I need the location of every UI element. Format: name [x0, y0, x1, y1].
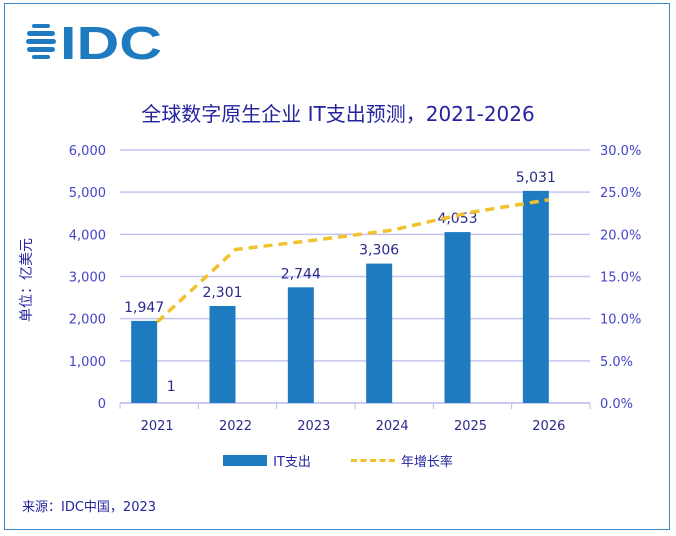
y-left-tick: 1,000	[69, 355, 106, 370]
y-left-tick: 6,000	[69, 144, 106, 159]
chart-title: 全球数字原生企业 IT支出预测，2021-2026	[141, 102, 535, 126]
x-tick-label: 2023	[297, 419, 330, 434]
y-right-tick: 5.0%	[600, 355, 633, 370]
bar	[209, 305, 236, 403]
legend-swatch-bar	[223, 455, 268, 466]
legend-label: IT支出	[273, 455, 311, 470]
bar-data-label: 3,306	[359, 243, 399, 259]
bar-data-label: 2,301	[202, 285, 242, 301]
source-note: 来源：IDC中国，2023	[22, 500, 157, 515]
growth-line	[155, 198, 550, 324]
svg-text:IDC: IDC	[60, 22, 162, 64]
bar	[287, 287, 314, 403]
y-right-tick: 30.0%	[600, 144, 641, 159]
chart-frame	[4, 3, 670, 530]
legend-swatch-line	[350, 459, 395, 462]
legend-label: 年增长率	[400, 455, 453, 470]
bar	[366, 263, 393, 403]
bar-data-label: 4,053	[437, 211, 477, 227]
bar	[131, 320, 158, 403]
legend-item-line: 年增长率	[350, 451, 453, 470]
y-right-tick: 15.0%	[600, 271, 641, 286]
y-left-tick: 2,000	[69, 313, 106, 328]
bar-data-label: 5,031	[516, 170, 556, 186]
extra-data-label: 1	[167, 379, 176, 395]
legend-item-bar: IT支出	[223, 451, 311, 470]
x-tick-label: 2024	[376, 419, 409, 434]
y-right-tick: 25.0%	[600, 186, 641, 201]
x-tick-label: 2021	[141, 419, 174, 434]
bar-data-label: 2,744	[281, 266, 321, 282]
y-right-tick: 20.0%	[600, 228, 641, 243]
bar	[444, 232, 471, 403]
y-left-tick: 3,000	[69, 271, 106, 286]
x-tick-label: 2025	[454, 419, 487, 434]
x-tick-label: 2026	[532, 419, 565, 434]
bar	[522, 190, 549, 403]
y-left-tick: 0	[98, 397, 106, 412]
idc-logo: IDC	[26, 17, 166, 69]
x-tick-label: 2022	[219, 419, 252, 434]
bar-data-label: 1,947	[124, 300, 164, 316]
legend: IT支出 年增长率	[0, 451, 676, 470]
y-left-tick: 5,000	[69, 186, 106, 201]
y-left-tick: 4,000	[69, 228, 106, 243]
y-right-tick: 0.0%	[600, 397, 633, 412]
y-right-tick: 10.0%	[600, 313, 641, 328]
